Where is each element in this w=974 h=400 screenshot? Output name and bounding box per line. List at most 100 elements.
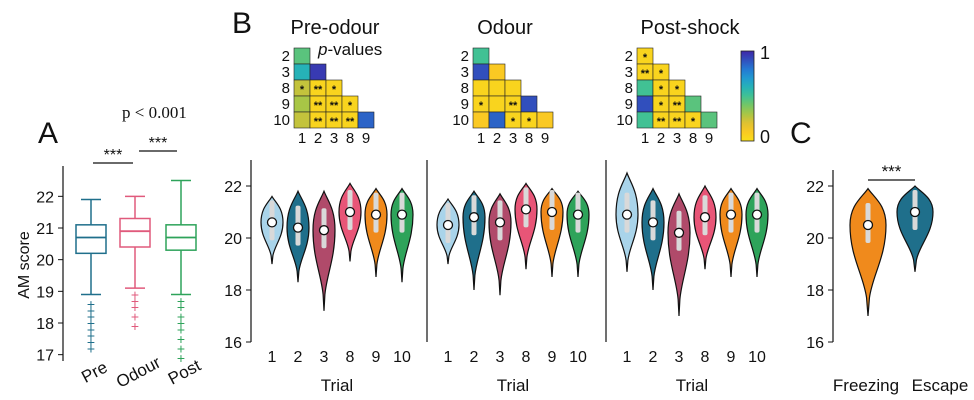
violin-median-dot — [442, 219, 454, 231]
outlier: + — [87, 340, 95, 356]
violin — [390, 187, 414, 283]
col-label: 2 — [657, 130, 665, 147]
y-tick-label: 20 — [806, 231, 824, 248]
row-label: 2 — [282, 48, 290, 65]
row-label: 8 — [461, 80, 469, 97]
y-tick-label: 20 — [224, 231, 242, 248]
cell-stars: ** — [673, 116, 682, 128]
violin-median-dot — [909, 206, 921, 218]
panel-letter-c: C — [790, 117, 812, 150]
heatmap-title: Odour — [477, 17, 533, 39]
violin — [338, 182, 362, 262]
heatmap-cell — [700, 111, 718, 129]
y-tick-label: 16 — [806, 335, 824, 352]
outlier: + — [177, 299, 185, 315]
y-tick-label: 18 — [806, 283, 824, 300]
heatmap-cell — [309, 63, 327, 81]
violin-group-post-shock: 1 2 3 8 9 10 Trial — [605, 160, 769, 395]
violin-body — [462, 190, 486, 291]
violin — [693, 184, 717, 270]
outlier: + — [177, 293, 185, 309]
panel-letter-a: A — [38, 117, 58, 150]
violin — [260, 195, 284, 265]
x-tick-label: 10 — [393, 349, 411, 366]
x-tick-label: 3 — [496, 349, 505, 366]
cell-stars: ** — [509, 100, 518, 112]
heatmap-cell — [293, 63, 311, 81]
cell-stars: ** — [314, 100, 323, 112]
cell-stars: * — [643, 52, 648, 64]
violin-median-dot — [751, 209, 763, 220]
violin-median-dot — [673, 227, 685, 238]
violin-median-dot — [699, 212, 711, 223]
outlier: + — [87, 309, 95, 325]
x-tick-label: Odour — [113, 353, 164, 392]
heatmap-cell — [536, 111, 554, 129]
cell-stars: * — [691, 116, 696, 128]
heatmap-cell — [488, 95, 506, 113]
p-italic: p — [317, 40, 327, 59]
violin-group-pre-odour: 1 2 3 8 9 10 Trial — [250, 160, 414, 395]
violin-median-dot — [396, 209, 408, 220]
violin — [849, 187, 887, 317]
box-pre: ++++++++ — [75, 198, 107, 356]
y-tick-label: 22 — [224, 179, 242, 196]
violin — [641, 187, 665, 291]
cell-stars: * — [300, 84, 305, 96]
row-label: 3 — [625, 64, 633, 81]
violin-body — [488, 192, 512, 296]
row-label: 9 — [625, 96, 633, 113]
violin-body — [667, 192, 691, 317]
sig-stars: *** — [149, 135, 168, 152]
outlier: + — [131, 299, 139, 315]
col-label: 3 — [509, 130, 517, 147]
violin-median-dot — [344, 206, 356, 218]
x-tick-label: 2 — [294, 349, 303, 366]
panel-a-boxplot: p < 0.001 AM score 171819202122++++++++P… — [16, 103, 204, 392]
outlier: + — [177, 350, 185, 366]
heatmap-cell — [636, 79, 654, 97]
cell-stars: * — [659, 84, 664, 96]
heatmap-cell — [520, 95, 538, 113]
violin-body — [719, 187, 743, 278]
x-axis-label: Trial — [497, 376, 529, 395]
row-label: 9 — [282, 96, 290, 113]
box-odour: +++++ — [119, 195, 151, 334]
x-tick-label: 2 — [649, 349, 658, 366]
x-tick-label: 3 — [675, 349, 684, 366]
cell-stars: ** — [346, 116, 355, 128]
heatmap-title: Pre-odour — [291, 17, 380, 39]
y-tick-label: 19 — [36, 284, 54, 301]
violin — [615, 171, 639, 272]
y-tick-label: 20 — [36, 253, 54, 270]
heatmap-cell — [472, 79, 490, 97]
col-label: 9 — [541, 130, 549, 147]
violin — [286, 189, 310, 283]
y-axis-label: AM score — [16, 231, 33, 299]
violin — [364, 187, 388, 278]
row-label: 10 — [273, 112, 290, 129]
x-tick-label: 8 — [522, 349, 531, 366]
violin-median-dot — [520, 204, 532, 215]
heatmap-cell — [472, 63, 490, 81]
x-tick-label: Freezing — [833, 376, 899, 395]
violin — [312, 189, 336, 311]
x-tick-label: 10 — [569, 349, 587, 366]
violin-median-dot — [725, 209, 737, 220]
heatmap-cell — [488, 111, 506, 129]
heatmap-cell — [472, 47, 490, 65]
x-tick-label: 3 — [320, 349, 329, 366]
x-tick-label: 1 — [444, 349, 453, 366]
outlier: + — [87, 328, 95, 344]
heatmap-cell — [293, 95, 311, 113]
box-body — [75, 224, 107, 255]
violin-median-dot — [494, 217, 506, 228]
col-label: 1 — [298, 130, 306, 147]
outlier: + — [177, 340, 185, 356]
outlier: + — [87, 321, 95, 337]
row-label: 2 — [625, 48, 633, 65]
outlier: + — [131, 309, 139, 325]
violin-group-odour: 1 2 3 8 9 10 Trial — [426, 160, 590, 395]
